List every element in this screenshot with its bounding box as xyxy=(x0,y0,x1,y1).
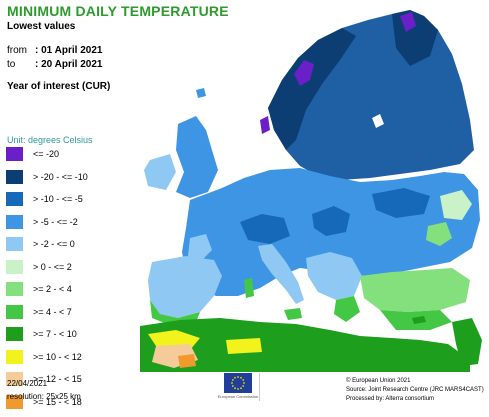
from-value: : 01 April 2021 xyxy=(35,45,103,56)
legend-unit: Unit: degrees Celsius xyxy=(7,135,93,145)
legend-label: >= 2 - < 4 xyxy=(33,284,72,294)
alps-cold-patch xyxy=(240,214,290,244)
map-subtitle: Lowest values xyxy=(7,21,76,32)
north-africa xyxy=(140,318,470,372)
legend-swatch xyxy=(6,169,23,184)
credit-copyright: © European Union 2021 xyxy=(346,378,411,384)
greece-warm xyxy=(334,296,360,322)
eu-stars-icon xyxy=(231,376,245,390)
year-of-interest: Year of interest (CUR) xyxy=(7,81,111,92)
lake-ladoga xyxy=(372,114,384,128)
credit-source: Source: Joint Research Centre (JRC MARS4… xyxy=(346,387,484,393)
balkans xyxy=(306,252,362,300)
legend-label: <= -20 xyxy=(33,149,60,159)
extreme-cold-ne xyxy=(400,12,416,32)
resolution: resolution: 25x25 km xyxy=(7,392,81,401)
legend-swatch xyxy=(6,192,23,206)
carpathian-cold-patch xyxy=(312,206,350,236)
sicily-sardinia xyxy=(244,278,302,320)
legend-label: > -5 - <= -2 xyxy=(33,216,78,227)
eu-flag-logo xyxy=(224,373,252,393)
legend-swatch xyxy=(6,147,23,161)
legend-label: > -20 - <= -10 xyxy=(33,171,88,182)
legend-swatch xyxy=(6,214,23,229)
eu-caption: European Commission xyxy=(217,394,259,399)
logo-divider xyxy=(259,373,260,401)
date-to-row: to : 20 April 2021 xyxy=(7,59,102,70)
iceland-shetland xyxy=(196,88,206,98)
black-sea-coast-mild xyxy=(440,190,472,220)
legend-swatch xyxy=(6,259,23,274)
iberia-coast-green xyxy=(150,300,200,326)
europe-temperature-map xyxy=(140,10,482,372)
legend-swatch xyxy=(6,304,23,319)
north-africa-orange xyxy=(178,354,196,368)
legend-label: >= 4 - < 7 xyxy=(33,306,72,317)
date-from-row: from : 01 April 2021 xyxy=(7,45,102,56)
biscay-mild xyxy=(188,234,212,262)
eastern-cold-patch xyxy=(372,188,430,218)
cyprus xyxy=(412,316,426,324)
legend-label: >= 7 - < 10 xyxy=(33,329,77,339)
map-title: MINIMUM DAILY TEMPERATURE xyxy=(7,3,229,19)
norway-region xyxy=(268,28,356,150)
legend-swatch xyxy=(6,237,23,251)
legend-swatch xyxy=(6,349,23,364)
legend-swatch xyxy=(6,327,23,341)
from-label: from xyxy=(7,45,27,56)
to-label: to xyxy=(7,59,16,70)
great-britain xyxy=(176,116,218,198)
legend-swatch xyxy=(6,282,23,296)
legend-label: > -2 - <= 0 xyxy=(33,239,75,249)
ireland xyxy=(144,154,176,190)
iberian-peninsula xyxy=(148,256,222,318)
legend-label: > -10 - <= -5 xyxy=(33,194,83,204)
legend-swatch xyxy=(6,372,23,386)
anatolia xyxy=(360,268,470,312)
italy xyxy=(258,244,304,304)
extreme-cold-sweden xyxy=(260,116,270,134)
legend-label: >= 12 - < 15 xyxy=(33,374,82,384)
issue-date: 22/04/2021 xyxy=(7,379,48,388)
black-sea-coast-green xyxy=(426,222,452,246)
to-value: : 20 April 2021 xyxy=(35,59,103,70)
credit-processed: Processed by: Alterra consortium xyxy=(346,396,435,402)
legend-label: > 0 - <= 2 xyxy=(33,261,72,272)
legend-label: >= 15 - < 18 xyxy=(33,396,82,407)
legend-label: >= 10 - < 12 xyxy=(33,351,82,362)
extreme-cold-north xyxy=(294,60,314,86)
